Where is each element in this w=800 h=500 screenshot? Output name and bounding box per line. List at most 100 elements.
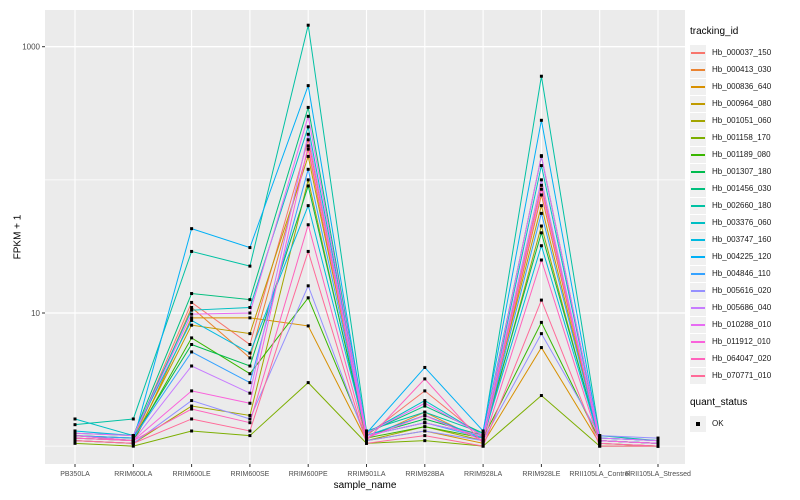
- data-point: [306, 125, 310, 129]
- x-tick-label: RRIM600SE: [230, 471, 269, 478]
- legend-item-label: Hb_000836_640: [712, 82, 772, 91]
- data-point: [190, 389, 194, 393]
- data-point: [306, 381, 310, 385]
- x-tick-label: RRIM901LA: [347, 471, 385, 478]
- series-line-icon: [690, 248, 706, 265]
- data-point: [423, 399, 427, 403]
- data-point: [539, 346, 543, 350]
- legend-item-label: Hb_005686_040: [712, 303, 772, 312]
- data-point: [539, 298, 543, 302]
- series-line-icon: [690, 78, 706, 95]
- series-line-icon: [690, 316, 706, 333]
- data-point: [539, 224, 543, 228]
- data-point: [73, 439, 77, 443]
- data-point: [539, 193, 543, 197]
- data-point: [423, 413, 427, 417]
- data-point: [306, 184, 310, 188]
- data-point: [306, 147, 310, 151]
- x-tick-label: RRIM928LA: [464, 471, 502, 478]
- data-point: [306, 144, 310, 148]
- data-point: [423, 421, 427, 425]
- legend-item-label: Hb_003376_060: [712, 218, 772, 227]
- data-point: [248, 332, 252, 336]
- x-axis-title: sample_name: [333, 480, 397, 491]
- legend-item-label: Hb_001051_060: [712, 116, 772, 125]
- legend-item-label: Hb_004225_120: [712, 252, 772, 261]
- data-point: [598, 444, 602, 448]
- legend-items: Hb_000037_150 Hb_000413_030 Hb_000836_640 H…: [690, 44, 798, 384]
- data-point: [248, 401, 252, 405]
- legend-item-label: Hb_064047_020: [712, 354, 772, 363]
- data-point: [539, 332, 543, 336]
- data-point: [190, 399, 194, 403]
- data-point: [190, 417, 194, 421]
- data-point: [248, 417, 252, 421]
- data-point: [190, 350, 194, 354]
- legend-item-Hb_064047_020: Hb_064047_020: [690, 350, 798, 367]
- data-point: [190, 342, 194, 346]
- legend-item-label: Hb_010288_010: [712, 320, 772, 329]
- data-point: [365, 431, 368, 435]
- data-point: [248, 305, 252, 309]
- legend-item-Hb_070771_010: Hb_070771_010: [690, 367, 798, 384]
- data-point: [190, 292, 194, 296]
- legend-item-Hb_001158_170: Hb_001158_170: [690, 129, 798, 146]
- panel-background: [45, 10, 685, 464]
- data-point: [73, 441, 77, 445]
- data-point: [248, 351, 252, 355]
- data-point: [190, 364, 194, 368]
- data-point: [248, 421, 252, 425]
- series-line-icon: [690, 95, 706, 112]
- data-point: [73, 431, 77, 435]
- data-point: [190, 312, 194, 316]
- legend-item-Hb_001307_180: Hb_001307_180: [690, 163, 798, 180]
- legend-item-label: Hb_011912_010: [712, 337, 771, 346]
- series-line-icon: [690, 44, 706, 61]
- x-tick-label: RRII105LA_Control: [569, 471, 630, 478]
- data-point: [306, 223, 310, 227]
- y-tick-label: 1000: [22, 43, 40, 52]
- data-point: [73, 434, 77, 438]
- data-point: [423, 425, 427, 429]
- legend-item-label: Hb_001456_030: [712, 184, 772, 193]
- data-point: [73, 429, 77, 433]
- data-point: [190, 305, 194, 309]
- data-point: [365, 434, 368, 438]
- legend-title-tracking-id: tracking_id: [690, 26, 739, 37]
- data-point: [73, 436, 77, 440]
- data-point: [248, 413, 252, 417]
- data-point: [539, 183, 543, 187]
- data-point: [539, 74, 543, 78]
- data-point: [656, 441, 660, 445]
- x-tick-label: RRIM928BA: [405, 471, 444, 478]
- data-point: [539, 258, 543, 262]
- legend-item-Hb_001456_030: Hb_001456_030: [690, 180, 798, 197]
- data-point: [365, 439, 368, 443]
- legend-item-Hb_000037_150: Hb_000037_150: [690, 44, 798, 61]
- data-point: [481, 429, 485, 433]
- x-tick-label: RRIM600LA: [114, 471, 152, 478]
- data-point: [248, 364, 252, 368]
- data-point: [248, 429, 252, 433]
- series-line-icon: [690, 214, 706, 231]
- y-tick-label: 10: [31, 309, 40, 318]
- data-point: [539, 231, 543, 235]
- data-point: [248, 381, 252, 385]
- data-point: [306, 84, 310, 88]
- legend-title-quant-status: quant_status: [690, 397, 748, 408]
- data-point: [539, 187, 543, 191]
- data-point: [190, 249, 194, 253]
- series-line-icon: [690, 146, 706, 163]
- series-line-icon: [690, 163, 706, 180]
- data-point: [481, 431, 485, 435]
- legend-item-Hb_002660_180: Hb_002660_180: [690, 197, 798, 214]
- ok-point-icon: [690, 415, 706, 432]
- data-point: [656, 444, 660, 448]
- data-point: [248, 298, 252, 302]
- legend-item-label: Hb_001307_180: [712, 167, 772, 176]
- data-point: [248, 264, 252, 268]
- data-point: [306, 296, 310, 300]
- data-point: [306, 23, 310, 27]
- series-line-icon: [690, 61, 706, 78]
- x-tick-label: RRII105LA_Stressed: [625, 471, 691, 478]
